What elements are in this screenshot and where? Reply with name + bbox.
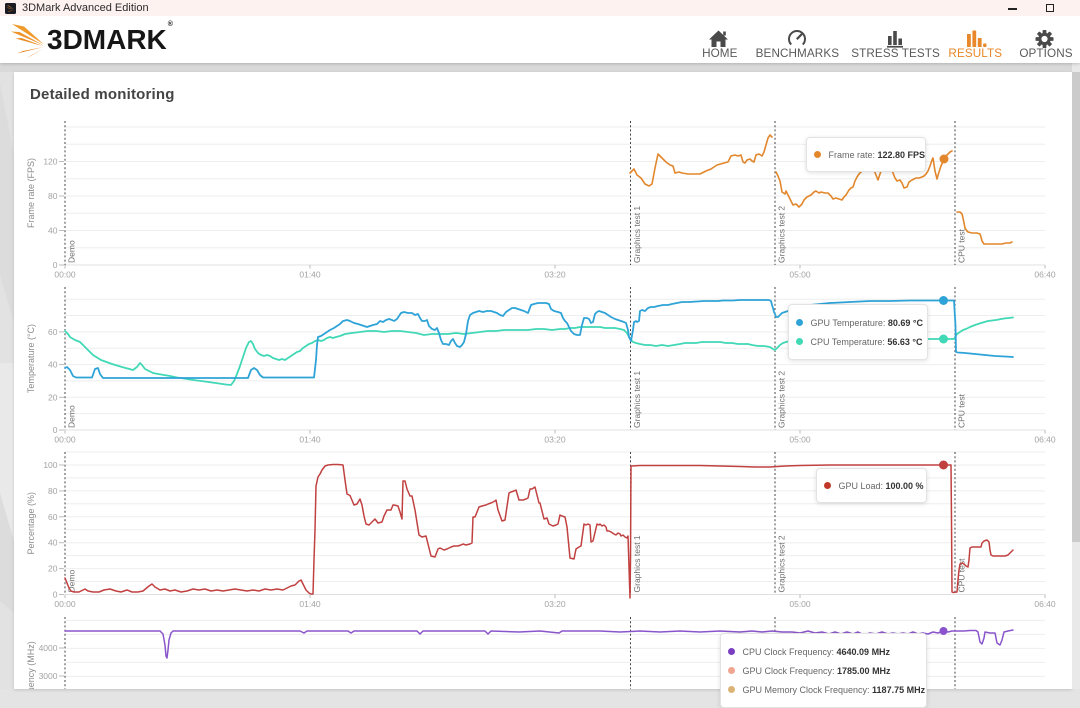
svg-text:40: 40 bbox=[48, 360, 58, 370]
svg-text:3000: 3000 bbox=[39, 671, 58, 681]
svg-text:80: 80 bbox=[48, 191, 58, 201]
svg-text:Clock frequency (MHz): Clock frequency (MHz) bbox=[26, 641, 36, 689]
svg-text:Graphics test 1: Graphics test 1 bbox=[632, 535, 642, 592]
svg-text:06:40: 06:40 bbox=[1034, 435, 1056, 445]
svg-text:40: 40 bbox=[48, 226, 58, 236]
svg-text:01:40: 01:40 bbox=[299, 435, 321, 445]
svg-text:0: 0 bbox=[53, 260, 58, 270]
svg-text:00:00: 00:00 bbox=[54, 435, 76, 445]
svg-text:60: 60 bbox=[48, 327, 58, 337]
svg-text:Graphics test 2: Graphics test 2 bbox=[777, 535, 787, 592]
svg-text:4000: 4000 bbox=[39, 643, 58, 653]
svg-text:Percentage (%): Percentage (%) bbox=[26, 492, 36, 555]
svg-text:01:40: 01:40 bbox=[299, 270, 321, 280]
svg-text:Graphics test 2: Graphics test 2 bbox=[777, 206, 787, 263]
svg-text:05:00: 05:00 bbox=[789, 270, 811, 280]
svg-text:Demo: Demo bbox=[67, 405, 77, 428]
svg-text:CPU test: CPU test bbox=[957, 558, 967, 593]
svg-text:Graphics test 2: Graphics test 2 bbox=[777, 371, 787, 428]
svg-text:Graphics test 1: Graphics test 1 bbox=[632, 206, 642, 263]
svg-text:00:00: 00:00 bbox=[54, 270, 76, 280]
svg-text:100: 100 bbox=[43, 460, 57, 470]
svg-text:06:40: 06:40 bbox=[1034, 599, 1056, 609]
svg-text:Frame rate (FPS): Frame rate (FPS) bbox=[26, 158, 36, 228]
svg-text:60: 60 bbox=[48, 512, 58, 522]
svg-text:Graphics test 1: Graphics test 1 bbox=[632, 371, 642, 428]
svg-text:05:00: 05:00 bbox=[789, 599, 811, 609]
svg-text:CPU test: CPU test bbox=[957, 393, 967, 428]
svg-text:00:00: 00:00 bbox=[54, 599, 76, 609]
svg-text:20: 20 bbox=[48, 564, 58, 574]
svg-text:03:20: 03:20 bbox=[544, 599, 566, 609]
svg-text:01:40: 01:40 bbox=[299, 599, 321, 609]
svg-text:06:40: 06:40 bbox=[1034, 270, 1056, 280]
svg-text:120: 120 bbox=[43, 157, 57, 167]
svg-text:0: 0 bbox=[53, 425, 58, 435]
svg-text:40: 40 bbox=[48, 538, 58, 548]
svg-text:0: 0 bbox=[53, 590, 58, 600]
svg-text:20: 20 bbox=[48, 392, 58, 402]
svg-text:03:20: 03:20 bbox=[544, 435, 566, 445]
svg-text:Temperature (°C): Temperature (°C) bbox=[26, 324, 36, 393]
svg-text:CPU test: CPU test bbox=[957, 228, 967, 263]
svg-text:05:00: 05:00 bbox=[789, 435, 811, 445]
svg-text:80: 80 bbox=[48, 486, 58, 496]
svg-text:Demo: Demo bbox=[67, 570, 77, 593]
svg-text:Demo: Demo bbox=[67, 240, 77, 263]
svg-text:03:20: 03:20 bbox=[544, 270, 566, 280]
